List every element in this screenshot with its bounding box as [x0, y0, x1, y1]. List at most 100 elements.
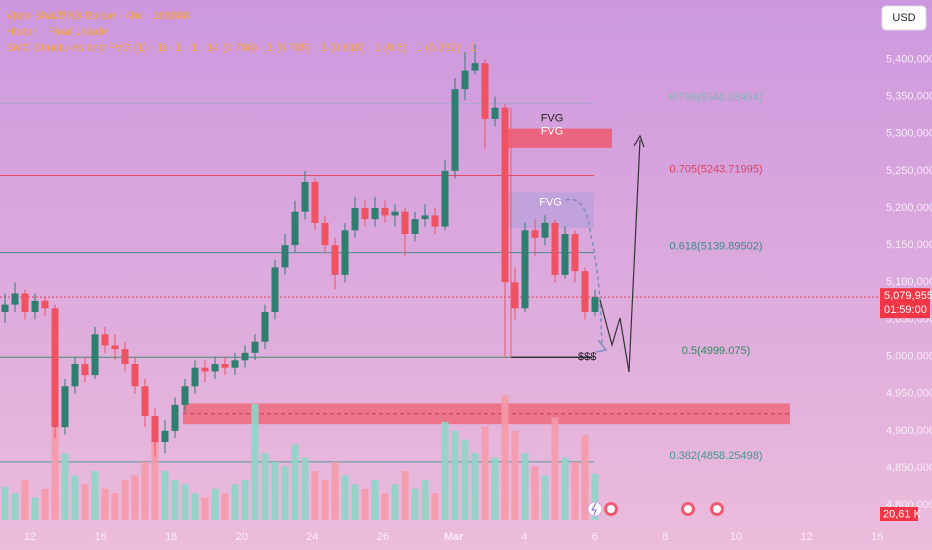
volume-bar [551, 417, 559, 520]
candle-body [441, 170, 449, 227]
volume-bar [111, 493, 119, 520]
volume-bar [381, 493, 389, 520]
last-price-box [880, 288, 930, 319]
volume-bar [161, 470, 169, 520]
y-tick-label: 4,850,000 [886, 462, 932, 474]
volume-bar [361, 488, 369, 520]
volume-bar [501, 395, 509, 520]
currency-label[interactable]: USD [892, 12, 915, 24]
candle-body [111, 345, 119, 350]
candle-body [451, 89, 459, 171]
volume-bar [101, 488, 109, 520]
volume-bar [521, 453, 529, 520]
candle-body [421, 215, 429, 220]
candle-body [261, 312, 269, 342]
candle-body [121, 349, 129, 364]
zone [507, 192, 594, 229]
volume-bar [51, 412, 59, 520]
volume-bar [211, 488, 219, 520]
volume-bar [541, 475, 549, 520]
level-label: 0.786(5340.38494) [670, 92, 763, 104]
volume-bar [301, 457, 309, 520]
candle-body [331, 245, 339, 275]
y-tick-label: 5,100,000 [886, 276, 932, 288]
candle-body [91, 334, 99, 376]
x-tick-label: 16 [94, 531, 106, 543]
volume-bar [441, 421, 449, 520]
candle-body [531, 230, 539, 238]
candle-body [181, 386, 189, 405]
candle-body [291, 211, 299, 246]
candle-body [141, 386, 149, 416]
volume-bar [431, 493, 439, 520]
x-tick-label: 4 [521, 531, 527, 543]
candle-body [241, 352, 249, 361]
volume-bar [21, 479, 29, 520]
x-tick-label: 18 [165, 531, 177, 543]
candle-body [581, 271, 589, 312]
liquidity-label: $$$ [578, 351, 596, 363]
y-tick-label: 5,400,000 [886, 53, 932, 65]
volume-bar [421, 479, 429, 520]
zone-label: FVG [539, 196, 562, 208]
volume-bar [451, 430, 459, 520]
candle-body [131, 364, 139, 387]
x-tick-label: 16 [871, 531, 883, 543]
candles [1, 44, 599, 457]
legend-line: SMC Structures and FVG (1) · 1i · 1 · 1 … [6, 42, 476, 54]
candle-body [401, 211, 409, 234]
candle-body [1, 304, 9, 312]
candle-body [281, 245, 289, 268]
candle-body [551, 222, 559, 275]
volume-label-box [880, 507, 918, 521]
volume-bar [141, 461, 149, 520]
currency-button[interactable] [881, 5, 927, 31]
volume-bar [91, 470, 99, 520]
projection-arrowhead [633, 134, 645, 148]
candle-body [591, 297, 599, 312]
y-tick-label: 5,200,000 [886, 202, 932, 214]
volume-bar [241, 479, 249, 520]
candle-body [471, 63, 479, 71]
legend-line: Hbeari · Fioal Jaiade [6, 26, 108, 38]
candle-body [11, 293, 19, 305]
x-tick-label: 26 [377, 531, 389, 543]
volume-bar [171, 479, 179, 520]
volume-bar [531, 466, 539, 520]
volume-bar [491, 457, 499, 520]
candle-body [391, 211, 399, 216]
candle-body [21, 293, 29, 312]
x-tick-label: 24 [306, 531, 318, 543]
candle-body [461, 70, 469, 90]
volume-bar [411, 488, 419, 520]
y-tick-label: 5,150,000 [886, 239, 932, 251]
candle-body [411, 219, 419, 234]
volume-bar [71, 475, 79, 520]
level-label: 0.618(5139.89502) [670, 241, 763, 253]
candle-body [561, 234, 569, 275]
volume-bar [311, 470, 319, 520]
candle-body [501, 107, 509, 283]
volume-bar [571, 461, 579, 520]
candle-body [491, 107, 499, 119]
candle-body [341, 230, 349, 275]
volume-bar [271, 461, 279, 520]
candle-body [311, 182, 319, 223]
candle-body [231, 360, 239, 368]
zone-label: FVG [541, 112, 564, 124]
volume-bar [471, 453, 479, 520]
candle-body [381, 208, 389, 216]
volume-bar [481, 426, 489, 520]
labels: Vpzo Bhai/BNB Bakse · 4hc · 168888 Hbeari… [6, 10, 932, 543]
volume-bar [81, 484, 89, 520]
volume-bar [511, 430, 519, 520]
level-label: 0.705(5243.71995) [670, 163, 763, 175]
y-tick-label: 5,350,000 [886, 90, 932, 102]
volume-bar [341, 475, 349, 520]
volume-bar [131, 475, 139, 520]
candle-body [81, 364, 89, 376]
volume-bar [221, 493, 229, 520]
candle-body [221, 364, 229, 368]
candle-body [301, 182, 309, 212]
